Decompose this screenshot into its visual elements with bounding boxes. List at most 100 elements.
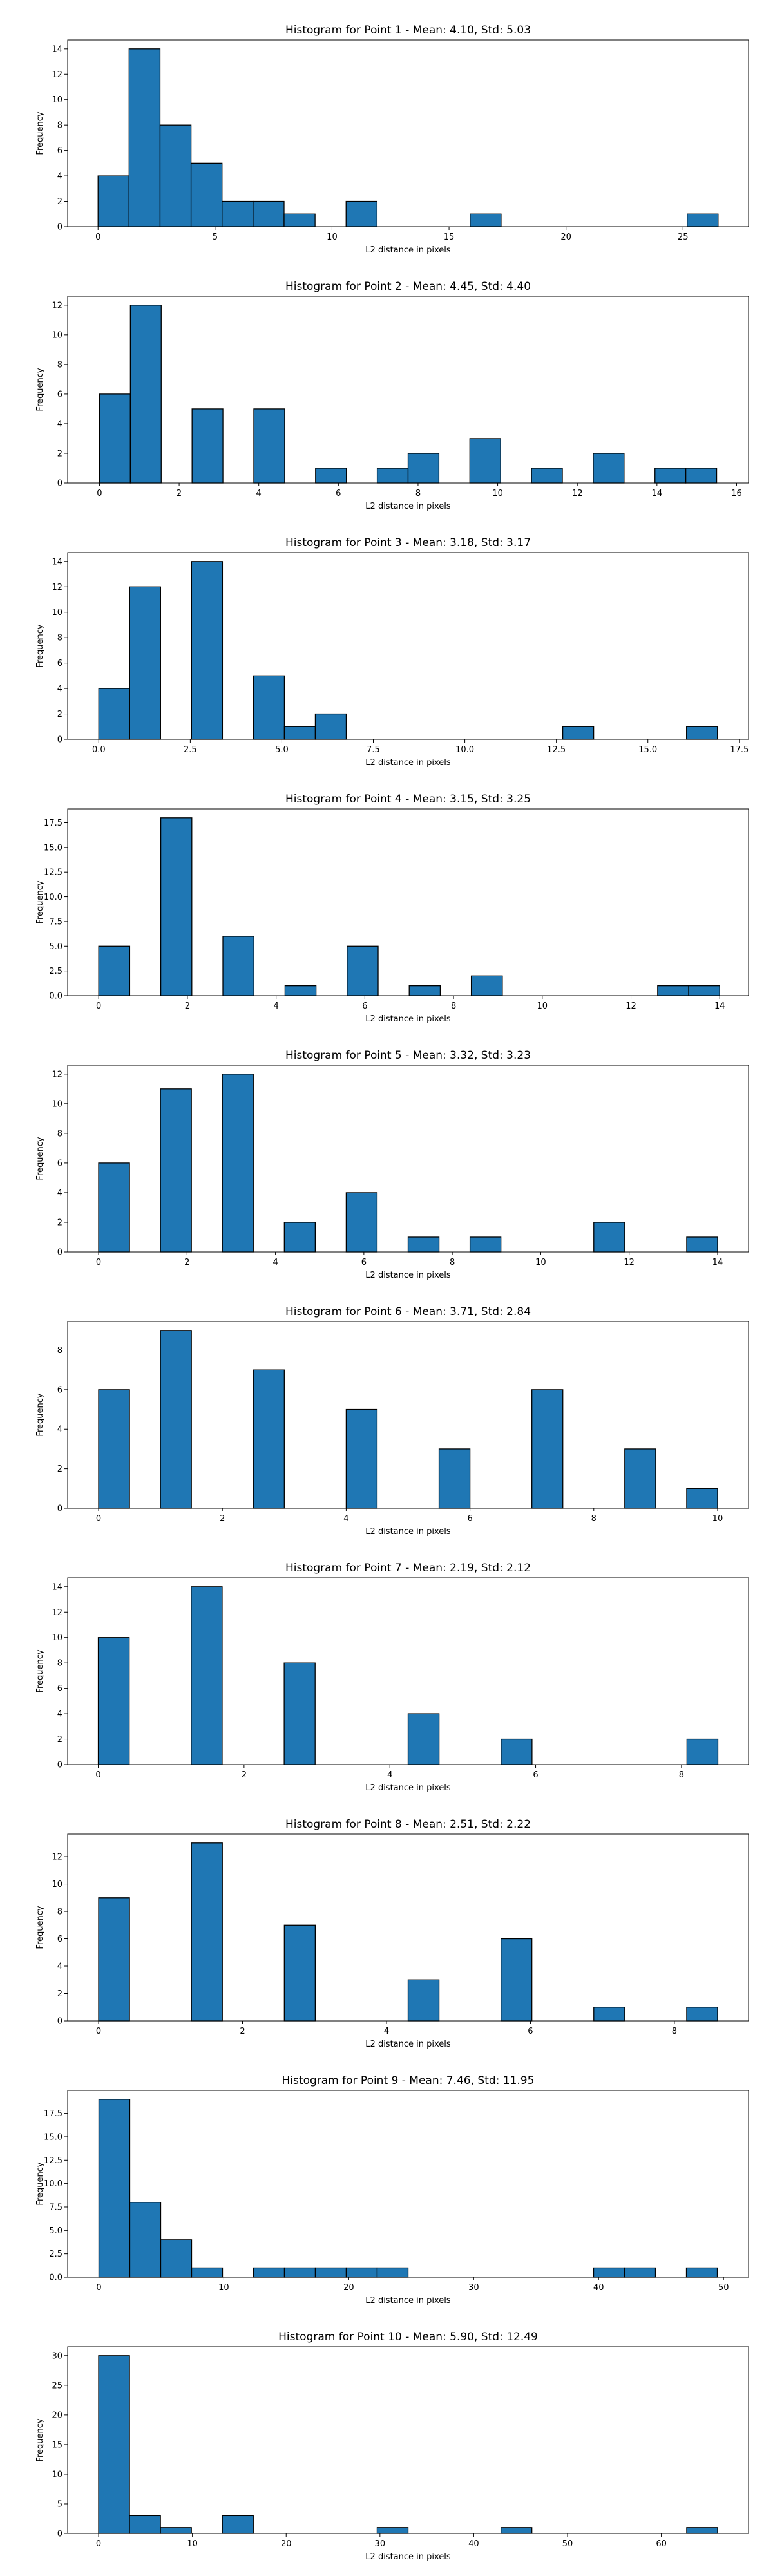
x-tick-label: 0: [95, 232, 100, 242]
x-tick-label: 12: [572, 489, 583, 498]
y-tick-label: 2: [57, 449, 62, 459]
x-tick-label: 0: [96, 1514, 101, 1524]
axes-frame: [67, 1577, 749, 1765]
histogram-bar: [284, 985, 317, 996]
y-tick-label: 7.5: [49, 2202, 62, 2212]
y-axis-label: Frequency: [35, 368, 45, 411]
y-tick-label: 14: [52, 1582, 62, 1592]
histogram-bar: [376, 468, 409, 484]
y-tick-label: 4: [57, 1962, 62, 1972]
y-tick-label: 4: [57, 685, 62, 694]
y-tick-label: 6: [57, 1385, 62, 1395]
x-tick-label: 30: [375, 2539, 386, 2549]
x-tick-label: 4: [272, 1258, 278, 1267]
y-tick-label: 2: [57, 710, 62, 719]
histogram-bar: [686, 2527, 718, 2534]
histogram-bar: [253, 408, 285, 484]
histogram-bar: [408, 985, 441, 996]
histogram-bar: [253, 200, 285, 227]
histogram-bar: [345, 2267, 378, 2278]
histogram-bar: [345, 200, 378, 227]
x-tick-label: 0.0: [92, 745, 106, 755]
x-tick-label: 14: [652, 489, 663, 498]
x-axis-label: L2 distance in pixels: [365, 245, 451, 255]
x-axis-label: L2 distance in pixels: [365, 2296, 451, 2306]
histogram-panel-3: Histogram for Point 3 - Mean: 3.18, Std:…: [35, 536, 749, 768]
x-tick-label: 40: [593, 2283, 604, 2293]
y-tick-label: 0: [57, 223, 62, 232]
histogram-bar: [129, 2202, 162, 2278]
histogram-bar: [593, 2267, 625, 2278]
y-axis-label: Frequency: [35, 2162, 45, 2205]
y-tick-label: 6: [57, 1684, 62, 1694]
x-tick-label: 25: [678, 232, 689, 242]
y-tick-label: 12.5: [44, 868, 62, 878]
x-tick-label: 0: [96, 1001, 101, 1011]
histogram-bar: [469, 438, 501, 484]
histogram-bar: [283, 2267, 316, 2278]
histogram-panel-10: Histogram for Point 10 - Mean: 5.90, Std…: [35, 2331, 749, 2562]
histogram-bar: [191, 408, 224, 484]
histogram-panel-7: Histogram for Point 7 - Mean: 2.19, Std:…: [35, 1562, 749, 1793]
histogram-bar: [128, 48, 161, 227]
x-tick-label: 60: [656, 2539, 667, 2549]
histogram-bar: [688, 985, 720, 996]
y-tick-label: 10: [52, 1099, 62, 1109]
axes-frame: [67, 296, 749, 484]
histogram-bar: [160, 2527, 192, 2534]
chart-title: Histogram for Point 1 - Mean: 4.10, Std:…: [285, 24, 531, 37]
axes-frame: [67, 808, 749, 996]
histogram-bar: [129, 2515, 161, 2534]
histogram-bar: [685, 468, 718, 484]
y-tick-label: 2.5: [49, 967, 62, 976]
x-tick-label: 50: [718, 2283, 729, 2293]
histogram-bar: [376, 2267, 409, 2278]
x-tick-label: 20: [281, 2539, 292, 2549]
chart-title: Histogram for Point 10 - Mean: 5.90, Std…: [278, 2331, 538, 2344]
y-tick-label: 2: [57, 1218, 62, 1227]
y-tick-label: 17.5: [44, 2109, 62, 2119]
y-tick-label: 10: [52, 1880, 62, 1889]
x-axis-label: L2 distance in pixels: [365, 1783, 451, 1793]
axes-frame: [67, 552, 749, 740]
y-tick-label: 10: [52, 95, 62, 105]
histogram-bar: [686, 1488, 718, 1509]
y-tick-label: 10.0: [44, 893, 62, 902]
histogram-bar: [98, 2355, 130, 2534]
x-axis-label: L2 distance in pixels: [365, 1271, 451, 1280]
y-tick-label: 4: [57, 1710, 62, 1719]
x-tick-label: 8: [672, 2027, 677, 2036]
histogram-bar: [98, 945, 131, 996]
histogram-bar: [315, 468, 347, 484]
histogram-bar: [345, 1192, 378, 1253]
axes-frame: [67, 1065, 749, 1253]
y-tick-label: 25: [52, 2381, 62, 2391]
histogram-bar: [129, 586, 161, 740]
histogram-bar: [129, 305, 162, 484]
y-tick-label: 8: [57, 1346, 62, 1356]
y-tick-label: 10: [52, 608, 62, 618]
y-tick-label: 0: [57, 2017, 62, 2027]
histogram-bar: [253, 1369, 285, 1509]
y-tick-label: 7.5: [49, 917, 62, 927]
histogram-bar: [469, 1236, 502, 1253]
histogram-panel-5: Histogram for Point 5 - Mean: 3.32, Std:…: [35, 1049, 749, 1280]
x-tick-label: 7.5: [367, 745, 380, 755]
histogram-panel-4: Histogram for Point 4 - Mean: 3.15, Std:…: [35, 793, 749, 1024]
histogram-bar: [159, 124, 192, 227]
x-tick-label: 2: [220, 1514, 225, 1524]
y-axis-label: Frequency: [35, 1649, 45, 1692]
x-tick-label: 8: [451, 1001, 456, 1011]
histogram-bar: [500, 1938, 533, 2022]
y-tick-label: 2: [57, 1989, 62, 1999]
y-tick-label: 4: [57, 1188, 62, 1198]
histogram-panel-8: Histogram for Point 8 - Mean: 2.51, Std:…: [35, 1818, 749, 2049]
y-tick-label: 4: [57, 419, 62, 429]
y-tick-label: 5: [57, 2499, 62, 2509]
histogram-bar: [624, 2267, 656, 2278]
y-tick-label: 17.5: [44, 819, 62, 828]
histogram-bar: [500, 2527, 533, 2534]
x-tick-label: 15.0: [638, 745, 657, 755]
x-tick-label: 12.5: [547, 745, 566, 755]
y-tick-label: 12: [52, 70, 62, 80]
